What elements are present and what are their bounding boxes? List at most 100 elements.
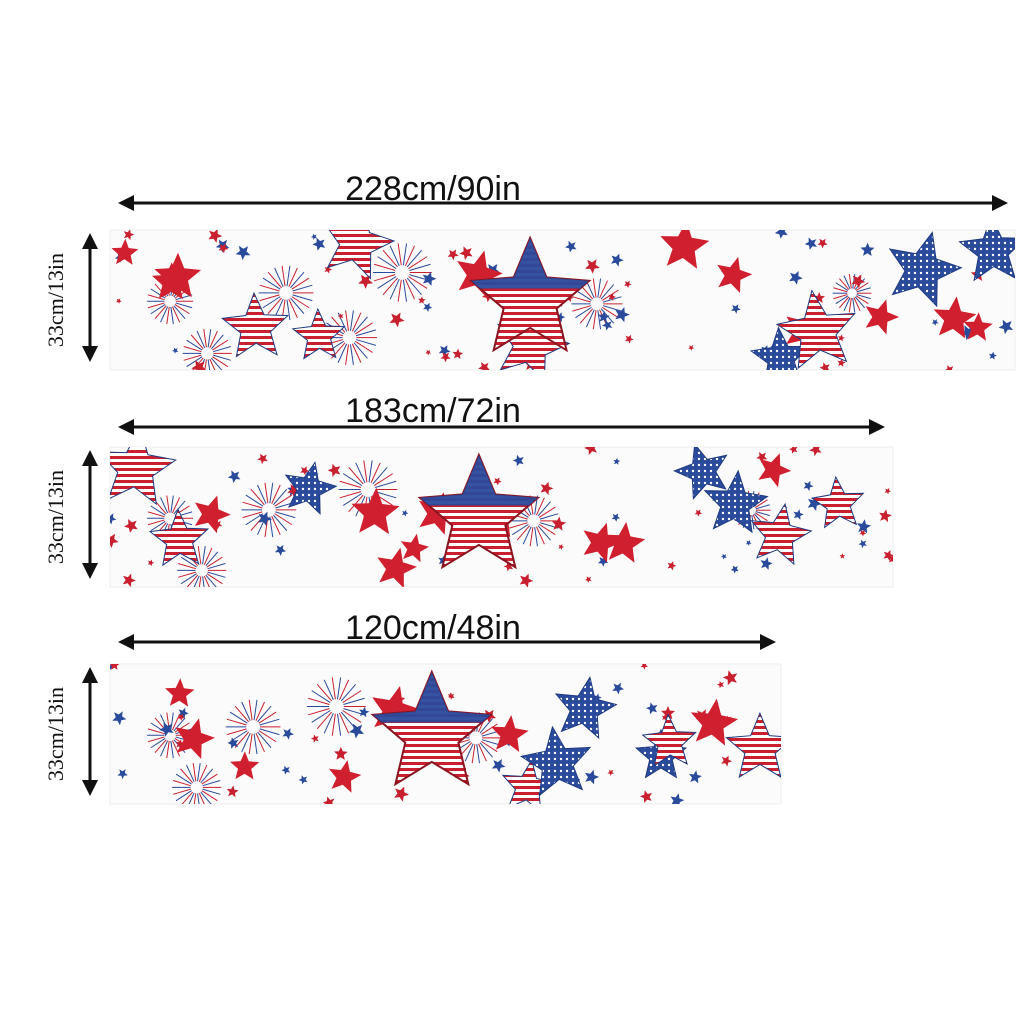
firework-ray [853, 297, 861, 312]
table-runner: 120cm/48in 33cm/13in [43, 609, 782, 805]
small-star [721, 755, 732, 767]
red-star [660, 230, 710, 269]
table-runner: 228cm/90in 33cm/13in [43, 170, 1016, 371]
arrowhead [760, 634, 776, 650]
width-label: 33cm/13in [43, 687, 68, 781]
firework-ray [575, 289, 592, 301]
small-star [235, 245, 251, 261]
firework-ray [755, 504, 770, 510]
star-pattern [111, 230, 1015, 370]
small-star [218, 243, 229, 254]
firework-ray [202, 788, 221, 795]
firework-ray [471, 744, 476, 764]
firework-ray [512, 523, 529, 536]
red-star [377, 547, 417, 587]
arrowhead [869, 419, 885, 435]
firework-ray [374, 480, 397, 488]
firework-ray [147, 511, 165, 518]
flag-star [810, 475, 865, 529]
firework-ray [258, 711, 277, 724]
firework-ray [308, 697, 330, 705]
small-star [401, 509, 409, 517]
red-star [690, 698, 738, 746]
small-star [931, 319, 939, 326]
firework-ray [572, 305, 591, 312]
small-star [804, 237, 817, 250]
firework-ray [402, 279, 408, 302]
firework-ray [755, 511, 770, 517]
small-star [178, 707, 189, 719]
arrowhead [118, 419, 134, 435]
small-star [760, 557, 773, 570]
firework-ray [538, 523, 556, 536]
arrowhead [82, 780, 98, 796]
small-star [258, 511, 273, 526]
flag-star [519, 725, 592, 797]
arrowhead [82, 233, 98, 249]
firework-ray [245, 494, 264, 507]
firework-ray [212, 354, 231, 361]
firework-ray [345, 310, 350, 331]
red-star [583, 522, 622, 563]
firework-ray [171, 740, 181, 757]
firework-ray [269, 482, 274, 504]
firework-ray [349, 344, 354, 365]
firework-ray [166, 306, 170, 325]
firework-ray [166, 495, 170, 513]
firework-ray [241, 732, 251, 753]
firework-ray [257, 731, 272, 748]
small-star [322, 796, 335, 804]
firework-ray [539, 513, 559, 520]
small-star [607, 769, 614, 776]
small-star [624, 334, 634, 344]
small-star [447, 249, 459, 261]
small-star [519, 573, 534, 587]
firework-ray [348, 494, 364, 513]
firework-ray [262, 296, 281, 309]
firework-ray [575, 306, 592, 319]
small-star [851, 274, 866, 289]
firework-ray [355, 462, 366, 484]
small-star [310, 233, 317, 240]
firework-ray [196, 330, 206, 349]
firework-ray [262, 277, 281, 290]
firework-ray [170, 740, 174, 759]
firework-ray [592, 278, 597, 298]
small-star [175, 739, 185, 749]
flag-star [291, 307, 346, 360]
firework-ray [170, 495, 174, 513]
firework-ray [207, 563, 226, 570]
firework-ray [351, 343, 362, 363]
firework-ray [311, 690, 331, 703]
red-star [717, 256, 753, 293]
firework-ray [193, 575, 200, 587]
small-star [110, 664, 120, 670]
firework-ray [200, 768, 214, 784]
flag-star [958, 230, 1015, 282]
small-star [611, 513, 621, 522]
red-star [400, 533, 429, 563]
firework-ray [147, 294, 165, 301]
firework-ray [258, 730, 277, 743]
arrowhead [82, 667, 98, 683]
firework-ray [535, 526, 545, 545]
firework-ray [833, 287, 848, 293]
firework-ray [150, 303, 166, 315]
firework-ray [173, 780, 191, 787]
firework-ray [397, 243, 402, 266]
small-star [123, 230, 135, 241]
firework-ray [602, 306, 619, 319]
flag-star [775, 289, 856, 370]
small-star [438, 345, 451, 357]
firework-ray [259, 284, 280, 292]
small-star [803, 480, 814, 491]
small-star [615, 307, 630, 323]
firework-ray [397, 279, 402, 302]
star-pattern [110, 447, 893, 587]
small-star [423, 302, 433, 312]
firework-ray [592, 310, 597, 330]
small-star [860, 242, 875, 256]
firework-ray [342, 710, 362, 723]
small-star [988, 351, 997, 360]
flag-star [725, 711, 781, 779]
